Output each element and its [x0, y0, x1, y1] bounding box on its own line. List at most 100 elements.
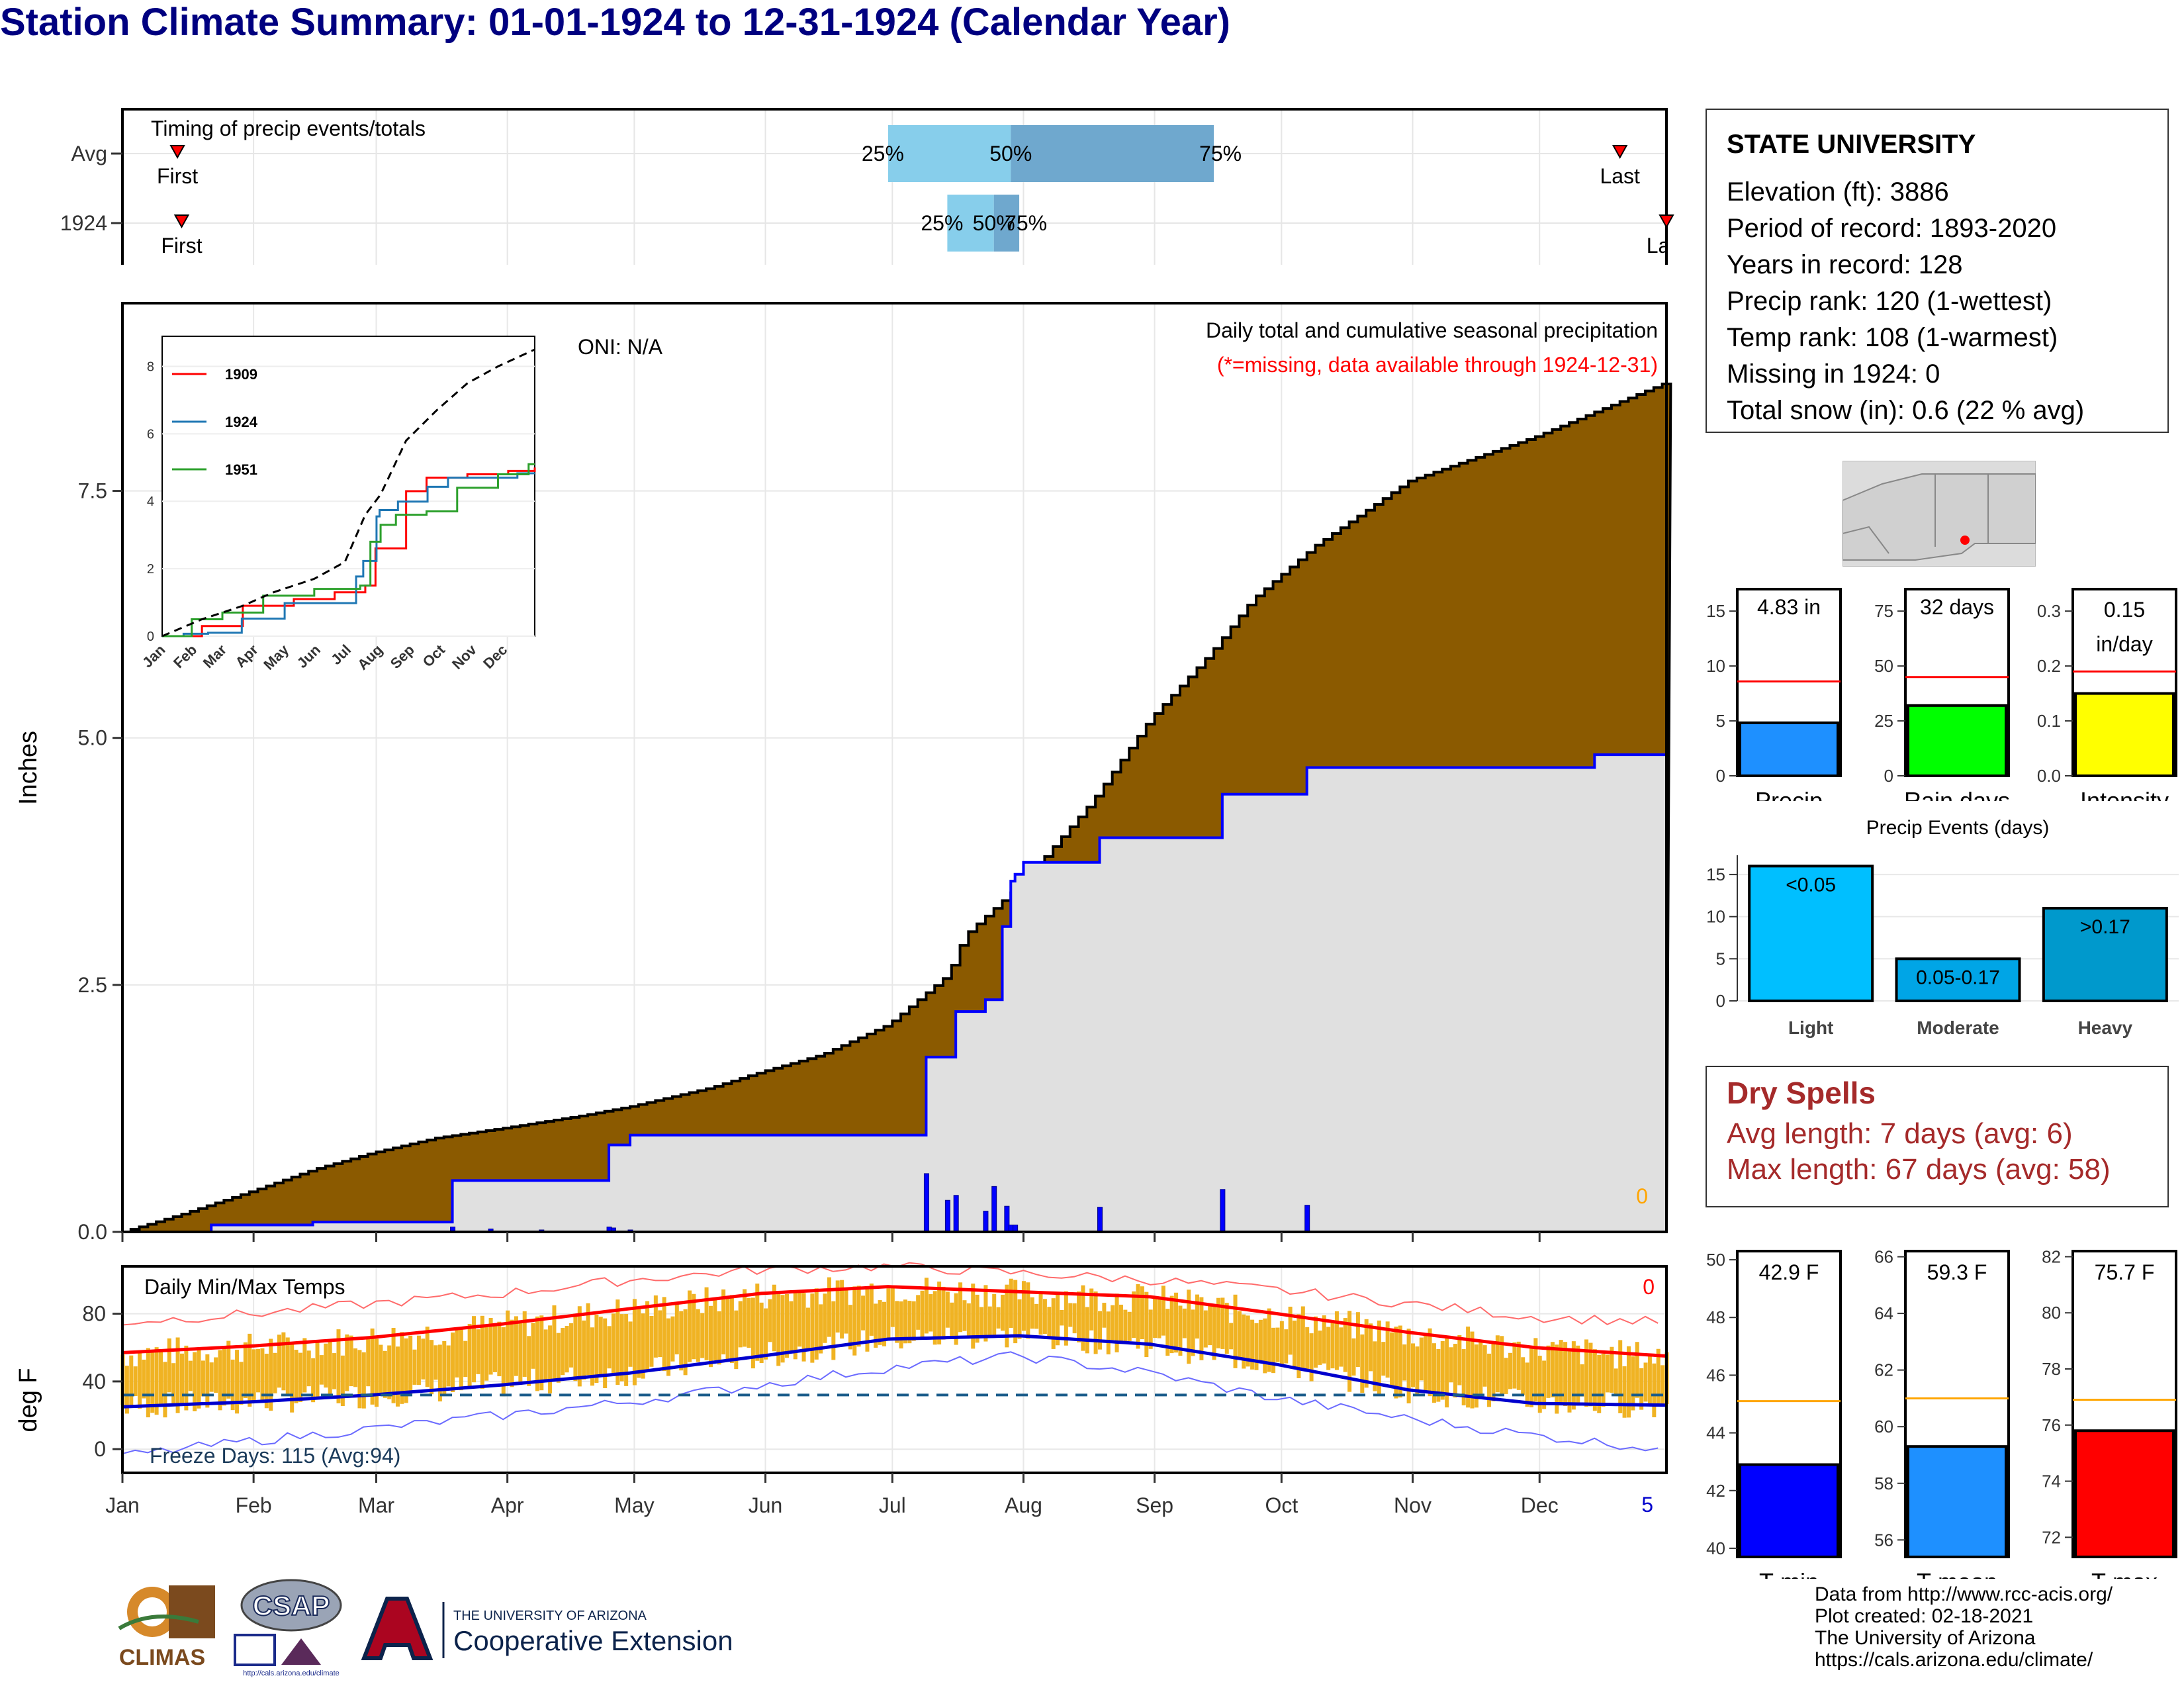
daily-temp-bar [1647, 1355, 1652, 1405]
daily-temp-bar [375, 1338, 379, 1407]
daily-temp-bar [1216, 1297, 1220, 1348]
daily-temp-bar [171, 1363, 176, 1407]
daily-temp-bar [235, 1350, 240, 1414]
daily-temp-bar [653, 1295, 658, 1358]
events-y-tick-label: 15 [1706, 865, 1725, 884]
daily-temp-bar [1026, 1282, 1030, 1339]
summary-y-tick-label: 0 [1884, 766, 1893, 786]
temp-header: Daily Min/Max Temps [144, 1275, 345, 1299]
daily-temp-bar [214, 1357, 218, 1393]
precip-y-tick-label: 0.0 [78, 1220, 107, 1244]
summary-category-label: Intensity [2080, 787, 2169, 801]
daily-temp-bar [1432, 1343, 1436, 1403]
low-count: 5 [1641, 1493, 1653, 1517]
daily-temp-bar [1038, 1291, 1043, 1335]
month-label: Apr [491, 1493, 524, 1517]
daily-temp-bar [124, 1366, 129, 1414]
daily-temp-bar [1182, 1308, 1187, 1338]
daily-temp-bar [1622, 1366, 1627, 1418]
daily-temp-bar [1588, 1342, 1593, 1407]
summary-bar-T-max [2074, 1429, 2175, 1558]
daily-temp-bar [895, 1301, 899, 1343]
daily-temp-bar [324, 1343, 328, 1388]
daily-temp-bar [230, 1359, 235, 1411]
record-min-line [122, 1351, 1659, 1454]
daily-temp-bar [488, 1318, 493, 1375]
daily-temp-bar [395, 1346, 400, 1407]
precip-y-tick-label: 7.5 [78, 479, 107, 503]
summary-bar-charts: 0 5 10 15 4.83 in Precip 0 25 50 75 32 days Rain da… [1706, 588, 2177, 801]
inset-y-tick-label: 4 [147, 494, 154, 509]
daily-temp-bar [983, 1285, 988, 1342]
daily-temp-bar [412, 1349, 417, 1385]
daily-temp-bar [277, 1335, 281, 1388]
daily-temp-bar [1229, 1323, 1234, 1350]
daily-temp-bar [535, 1316, 539, 1391]
daily-temp-bar [882, 1301, 887, 1346]
daily-temp-bar [747, 1297, 751, 1348]
summary-y-tick-label: 80 [2042, 1303, 2061, 1323]
daily-temp-bar [1263, 1318, 1267, 1374]
daily-temp-bar [437, 1344, 442, 1402]
daily-temp-bar [1381, 1342, 1386, 1376]
inset-legend-label: 1924 [225, 414, 258, 430]
daily-temp-bar [1474, 1344, 1479, 1408]
daily-temp-bar [480, 1315, 484, 1389]
daily-temp-bar [1529, 1346, 1533, 1408]
summary-y-tick-label: 82 [2042, 1246, 2061, 1266]
summary-y-tick-label: 10 [1706, 656, 1725, 676]
inset-x-tick-label: Mar [200, 641, 230, 672]
temp-y-tick-label: 40 [82, 1370, 106, 1393]
daily-temp-bar [649, 1315, 654, 1367]
daily-temp-bar [446, 1345, 451, 1387]
summary-y-tick-label: 42 [1706, 1481, 1725, 1501]
daily-temp-bar [442, 1340, 447, 1395]
inset-y-tick-label: 8 [147, 359, 154, 374]
daily-temp-bar [975, 1294, 979, 1343]
dry-spells-box: Dry Spells Avg length: 7 days (avg: 6) M… [1706, 1066, 2169, 1207]
daily-temp-bar [1606, 1354, 1610, 1393]
summary-y-tick-label: 78 [2042, 1359, 2061, 1379]
csap-logo: CSAP http://cals.arizona.edu/climate [234, 1579, 342, 1677]
daily-temp-bar [933, 1291, 937, 1345]
precip-y-axis: 0.0 2.5 5.0 7.5 [78, 479, 1541, 1244]
daily-temp-bar [146, 1348, 150, 1418]
daily-temp-bar [645, 1301, 650, 1372]
daily-temp-bar [1377, 1320, 1381, 1394]
daily-temp-bar [1482, 1345, 1487, 1387]
daily-temp-bar [683, 1309, 688, 1376]
summary-value-label: 4.83 in [1757, 595, 1821, 619]
daily-temp-bar [1021, 1281, 1026, 1331]
daily-precip-bar [1097, 1207, 1103, 1233]
oni-label: ONI: N/A [578, 335, 663, 359]
daily-temp-bar [1102, 1303, 1107, 1328]
daily-temp-bar [603, 1318, 608, 1389]
daily-temp-bar [628, 1321, 633, 1367]
daily-temp-bar [256, 1348, 261, 1393]
daily-temp-bar [1157, 1297, 1161, 1338]
daily-temp-bar [1077, 1291, 1081, 1342]
daily-temp-bar [835, 1280, 840, 1333]
daily-temp-bar [497, 1321, 502, 1377]
daily-temp-bar [1322, 1315, 1326, 1364]
credit-url: https://cals.arizona.edu/climate/ [1815, 1649, 2093, 1671]
daily-temp-bar [1419, 1337, 1424, 1381]
daily-temp-bar [1470, 1331, 1475, 1409]
daily-temp-bar [340, 1355, 345, 1407]
daily-temp-bar [188, 1360, 193, 1391]
daily-temp-bar [658, 1310, 662, 1358]
daily-temp-bar [755, 1284, 760, 1361]
daily-temp-bar [1410, 1343, 1415, 1387]
year-cumulative-area [122, 755, 1666, 1232]
daily-temp-bar [1068, 1303, 1073, 1327]
precip-event-category-label: Heavy [2078, 1017, 2133, 1038]
daily-temp-bar [814, 1288, 819, 1360]
summary-y-tick-label: 0 [1716, 766, 1725, 786]
daily-temp-bar [518, 1323, 523, 1385]
precip-event-bar-label: 0.05-0.17 [1916, 966, 2000, 988]
summary-y-tick-label: 0.3 [2037, 601, 2061, 621]
daily-temp-bar [1461, 1349, 1466, 1406]
daily-temp-bar [556, 1333, 561, 1383]
daily-temp-bar [954, 1293, 958, 1345]
